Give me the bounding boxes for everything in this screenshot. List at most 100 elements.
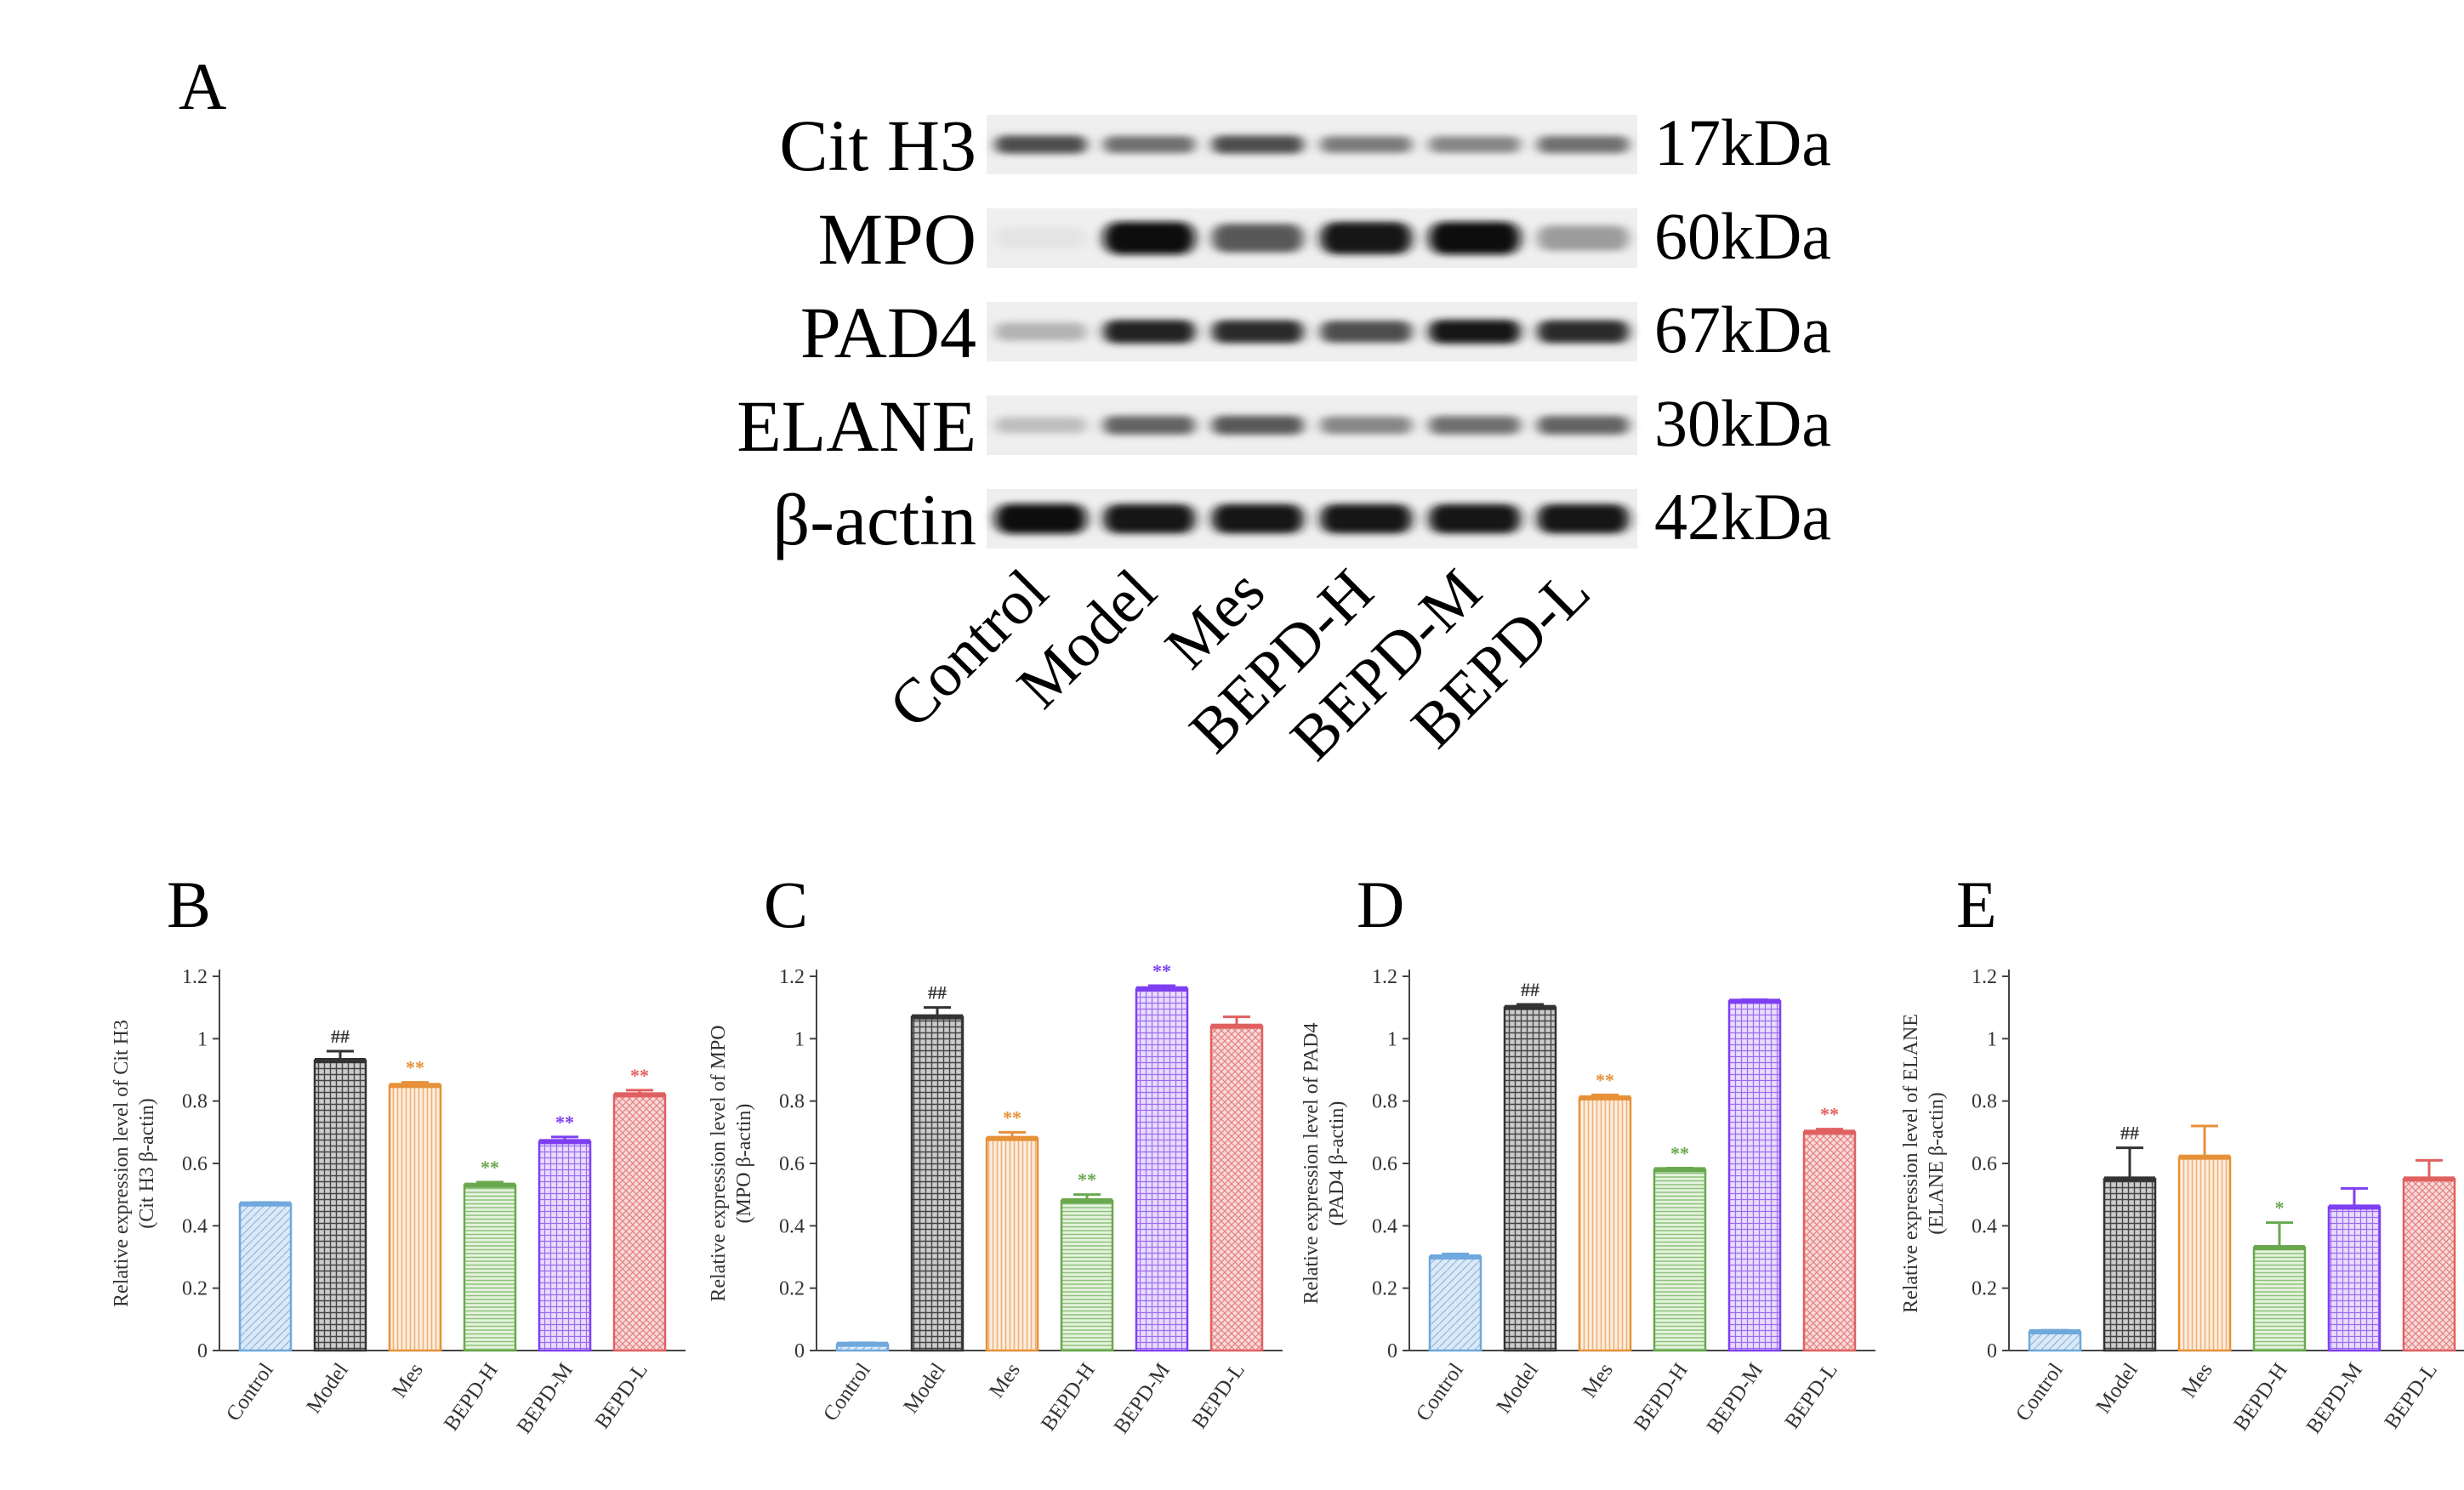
x-category-label: Mes [1578,1359,1618,1402]
x-category-label: Control [222,1359,278,1425]
x-category-label: Control [1412,1359,1468,1425]
bar-mes [2177,1156,2232,1352]
x-category-label: BEPD-M [1110,1359,1175,1438]
y-tick-label: 1 [794,1028,805,1050]
blot-rows: Cit H3 17kDa MPO 60kDa PAD4 67kDa ELANE 30kDa β-… [737,105,1831,560]
y-tick-label: 0.4 [1972,1215,1997,1237]
blot-band [1429,136,1521,153]
y-axis-sublabel: (ELANE β-actin) [1926,1092,1948,1234]
chart-d: D 0 0.2 0.4 0.6 0.8 1 1.2 Relative expression le… [1300,867,1875,1438]
y-tick-label: 0.6 [182,1153,208,1175]
y-tick-label: 1 [1987,1028,1997,1050]
significance-label: ## [1521,979,1539,1000]
blot-band [1537,503,1629,534]
bar-model [910,1015,965,1352]
bar-bepd-h [1060,1199,1114,1352]
chart-c: C 0 0.2 0.4 0.6 0.8 1 1.2 Relative expression le… [708,867,1283,1438]
significance-label: ## [928,982,947,1004]
bar-bepd-m [1727,1000,1782,1352]
y-tick-label: 0.6 [779,1153,805,1175]
x-category-label: Mes [388,1359,428,1402]
blot-band [1320,222,1412,254]
significance-label: ** [1003,1106,1021,1128]
y-tick-label: 0.6 [1972,1153,1997,1175]
blot-row-pad4: PAD4 67kDa [800,292,1831,373]
x-category-label: Model [2091,1359,2142,1418]
y-axis-sublabel: (Cit H3 β-actin) [136,1098,158,1229]
bar-charts: B 0 0.2 0.4 0.6 0.8 1 1.2 Relative expression le… [111,867,2464,1438]
protein-label: Cit H3 [779,105,976,186]
significance-label: ** [1152,960,1171,981]
blot-band [1537,225,1629,251]
y-tick-label: 0 [794,1340,805,1362]
y-tick-label: 0 [1387,1340,1397,1362]
blot-band [995,322,1087,341]
protein-label: PAD4 [800,292,976,373]
x-category-label: BEPD-M [2302,1359,2367,1438]
protein-label: MPO [818,198,976,280]
y-tick-label: 1 [197,1028,208,1050]
blot-band [1320,321,1412,343]
y-tick-label: 0.6 [1372,1153,1397,1175]
bar-bepd-m [2327,1206,2381,1352]
bar-bepd-l [612,1094,667,1352]
kda-label: 60kDa [1654,199,1831,273]
bar-bepd-l [1209,1025,1264,1352]
x-category-label: BEPD-H [440,1359,503,1435]
x-category-label: BEPD-L [1781,1359,1842,1433]
blot-band [1212,224,1304,253]
panel-letter-e: E [1956,867,1997,941]
bar-model [1503,1006,1557,1352]
blot-band [995,417,1087,434]
blot-band [1537,135,1629,154]
significance-label: ## [331,1026,350,1047]
x-category-label: Model [1492,1359,1543,1418]
bar-mes [388,1084,442,1352]
x-category-label: Mes [985,1359,1025,1402]
x-category-label: BEPD-L [1188,1359,1249,1433]
y-tick-label: 0.4 [182,1215,208,1237]
bar-bepd-h [2252,1246,2307,1352]
y-tick-label: 0.2 [182,1278,208,1300]
bar-bepd-m [1135,987,1189,1352]
significance-label: ** [1078,1169,1096,1191]
y-axis-sublabel: (MPO β-actin) [733,1104,755,1224]
chart-b: B 0 0.2 0.4 0.6 0.8 1 1.2 Relative expression le… [111,867,686,1438]
western-blot-panel: A Cit H3 17kDa MPO 60kDa PAD4 67kDa ELANE 30kDa… [179,49,1831,774]
blot-band [1429,221,1521,255]
blot-band [1320,503,1412,534]
blot-band [1103,135,1195,154]
significance-label: ** [481,1157,499,1178]
y-axis-label: Relative expression level of ELANE [1900,1014,1922,1313]
protein-label: ELANE [737,385,976,467]
kda-label: 17kDa [1654,105,1831,179]
y-tick-label: 0.2 [1972,1278,1997,1300]
bar-control [1428,1255,1482,1352]
blot-band [1537,320,1629,344]
y-tick-label: 0.2 [779,1278,805,1300]
blot-row-mpo: MPO 60kDa [818,198,1831,280]
x-category-label: BEPD-H [2229,1359,2292,1435]
y-tick-label: 0.8 [779,1091,805,1113]
significance-label: ** [1596,1069,1614,1090]
x-category-label: BEPD-H [1630,1359,1693,1435]
x-category-label: BEPD-M [1703,1359,1767,1438]
x-category-label: BEPD-M [513,1359,578,1438]
blot-band [995,503,1087,534]
blot-band [1429,416,1521,435]
blot-band [1212,503,1304,534]
blot-row-cit-h3: Cit H3 17kDa [779,105,1831,186]
y-tick-label: 1 [1387,1028,1397,1050]
blot-band [1429,320,1521,344]
blot-band [995,227,1087,249]
bar-bepd-l [1802,1131,1857,1352]
bar-mes [1578,1096,1632,1352]
blot-band [1212,320,1304,344]
blot-band [1429,503,1521,534]
y-axis-label: Relative expression level of MPO [708,1025,730,1301]
protein-label: β-actin [772,479,976,560]
blot-band [1320,136,1412,153]
blot-strip [987,115,1637,174]
significance-label: * [2275,1197,2285,1219]
